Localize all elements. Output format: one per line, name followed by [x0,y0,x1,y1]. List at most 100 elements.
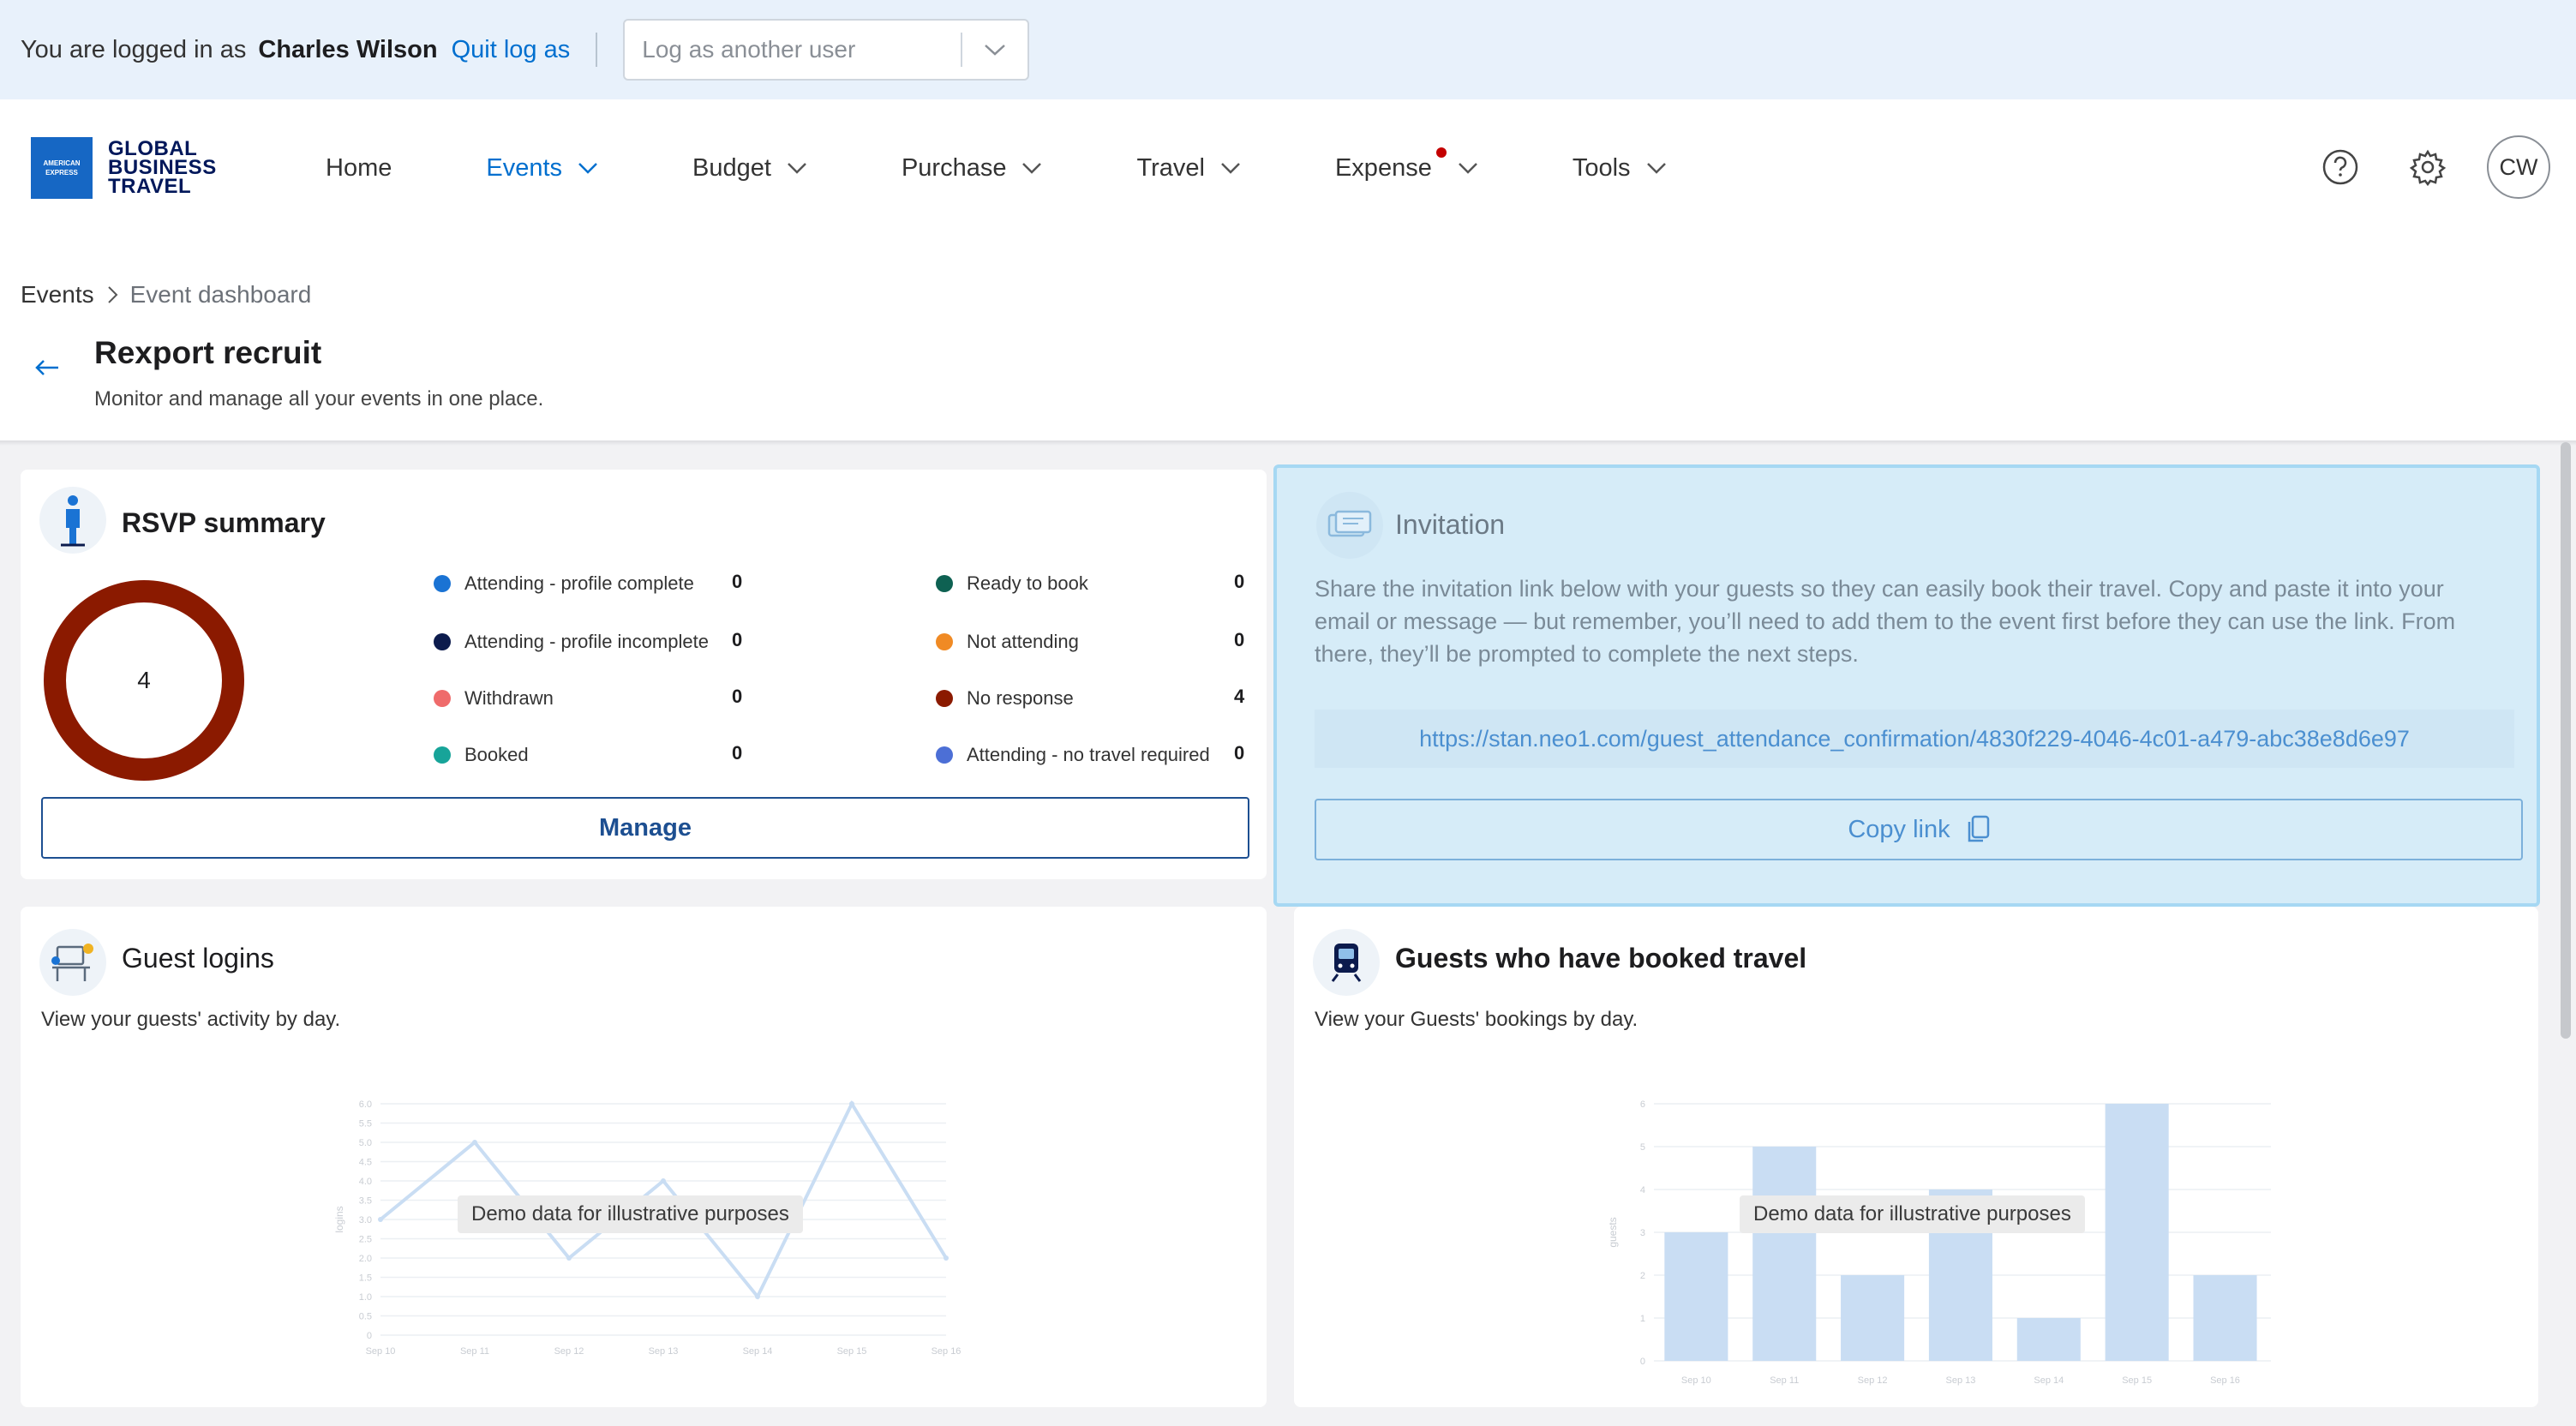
data-point [944,1255,949,1261]
guest-logins-line-chart: 0 0.5 1.0 1.5 2.0 2.5 3.0 3.5 4.0 4.5 5.0 5.5 6.0 log… [333,1099,961,1357]
quit-log-as-link[interactable]: Quit log as [451,35,571,63]
nav-travel[interactable]: Travel [1136,154,1241,183]
logo-wordmark: GLOBAL BUSINESS TRAVEL [108,137,217,198]
main-nav: Home Events Budget Purchase Travel Expen… [326,99,1667,237]
x-tick-label: Sep 13 [649,1346,679,1357]
manage-button[interactable]: Manage [41,797,1249,859]
y-tick-label: 0 [367,1331,372,1341]
legend-value: 0 [1234,742,1245,764]
y-axis-label: guests [1607,1217,1619,1247]
rsvp-summary-card: RSVP summary 4 Attending - profile compl… [21,470,1267,879]
chevron-down-icon[interactable] [962,43,1027,57]
logo-line: BUSINESS [108,156,217,179]
y-tick-label: 1 [1640,1314,1645,1324]
logo-line: GLOBAL [108,137,198,160]
nav-label: Budget [692,153,771,182]
invitation-link[interactable]: https://stan.neo1.com/guest_attendance_c… [1315,710,2514,768]
x-tick-label: Sep 11 [460,1346,489,1357]
page-scrollbar[interactable] [2561,442,2571,1039]
guests-booked-title: Guests who have booked travel [1395,943,1807,974]
y-tick-label: 3.0 [359,1215,372,1225]
invitation-card: Invitation Share the invitation link bel… [1273,464,2540,907]
legend-dot [434,575,451,592]
legend-item: Attending - no travel required [936,742,1210,768]
nav-label: Expense [1334,153,1432,182]
x-tick-label: Sep 12 [554,1346,584,1357]
nav-expense[interactable]: Expense [1334,147,1478,183]
divider [596,33,598,67]
top-navigation-header: AMERICAN EXPRESS GLOBAL BUSINESS TRAVEL … [0,99,2576,237]
guest-logins-title: Guest logins [122,943,274,974]
nav-events[interactable]: Events [486,154,598,183]
log-as-user-input[interactable] [625,21,962,79]
bar [1841,1275,1905,1361]
legend-item: Attending - profile incomplete [434,629,709,655]
invitation-ticket-icon [1316,492,1383,559]
amex-badge: AMERICAN EXPRESS [31,137,93,199]
y-tick-label: 4.0 [359,1177,372,1187]
select-divider [961,33,963,67]
nav-home[interactable]: Home [326,154,392,183]
x-tick-label: Sep 14 [743,1346,773,1357]
y-tick-label: 5 [1640,1142,1645,1153]
bar [1664,1232,1728,1361]
data-point [566,1255,572,1261]
y-tick-label: 4 [1640,1185,1645,1195]
data-point [755,1294,760,1299]
train-icon [1313,929,1380,996]
chevron-right-icon [106,285,118,304]
guests-booked-bar-chart: 0 1 2 3 4 5 6 guests Sep 10 Sep 11 Sep 12 Sep 13 Sep… [1607,1099,2271,1386]
logo-badge-text: AMERICAN EXPRESS [43,159,81,177]
y-tick-label: 2.0 [359,1254,372,1264]
data-point [378,1217,383,1222]
legend-item: No response [936,686,1074,711]
invitation-description: Share the invitation link below with you… [1315,576,2456,667]
nav-label: Tools [1572,153,1631,182]
x-tick-label: Sep 15 [837,1346,867,1357]
logo-line: TRAVEL [108,175,192,198]
y-tick-label: 1.5 [359,1273,372,1284]
legend-dot [936,746,953,764]
legend-dot [434,690,451,707]
copy-link-button[interactable]: Copy link [1315,799,2523,860]
rsvp-donut-chart [44,580,244,781]
x-tick-label: Sep 11 [1770,1375,1799,1386]
legend-value: 0 [732,686,743,707]
guests-booked-travel-card: Guests who have booked travel View your … [1294,907,2538,1407]
help-icon[interactable] [2321,147,2360,187]
copy-icon [1966,815,1990,844]
nav-purchase[interactable]: Purchase [902,154,1043,183]
breadcrumb-events-link[interactable]: Events [21,281,94,308]
legend-label: Withdrawn [464,687,554,709]
back-arrow-icon[interactable] [34,359,60,380]
donut-segment-no-response [44,580,244,781]
bar [2193,1275,2257,1361]
x-tick-label: Sep 13 [1946,1375,1976,1386]
nav-label: Travel [1136,153,1205,182]
page-title: Rexport recruit [94,335,322,370]
legend-item: Not attending [936,629,1079,655]
y-tick-label: 2.5 [359,1235,372,1245]
nav-tools[interactable]: Tools [1573,154,1667,183]
settings-gear-icon[interactable] [2408,147,2447,187]
nav-label: Events [486,153,563,182]
nav-label: Purchase [901,153,1007,182]
log-as-user-select[interactable] [623,19,1030,81]
data-point [849,1101,854,1106]
x-tick-label: Sep 14 [2034,1375,2064,1386]
legend-label: Booked [464,744,529,765]
legend-value: 0 [1234,571,1245,592]
legend-dot [434,633,451,650]
legend-item: Booked [434,742,529,768]
legend-value: 0 [732,571,743,592]
logged-in-as-label: You are logged in as [21,35,247,63]
amex-gbt-logo[interactable]: AMERICAN EXPRESS GLOBAL BUSINESS TRAVEL [31,137,217,199]
chevron-down-icon [787,162,807,174]
legend-item: Ready to book [936,571,1088,596]
legend-label: No response [967,687,1074,709]
nav-budget[interactable]: Budget [692,154,807,183]
data-point [661,1178,666,1183]
user-avatar[interactable]: CW [2487,135,2550,199]
copy-link-label: Copy link [1848,815,1950,843]
header-actions: CW [2321,135,2550,199]
